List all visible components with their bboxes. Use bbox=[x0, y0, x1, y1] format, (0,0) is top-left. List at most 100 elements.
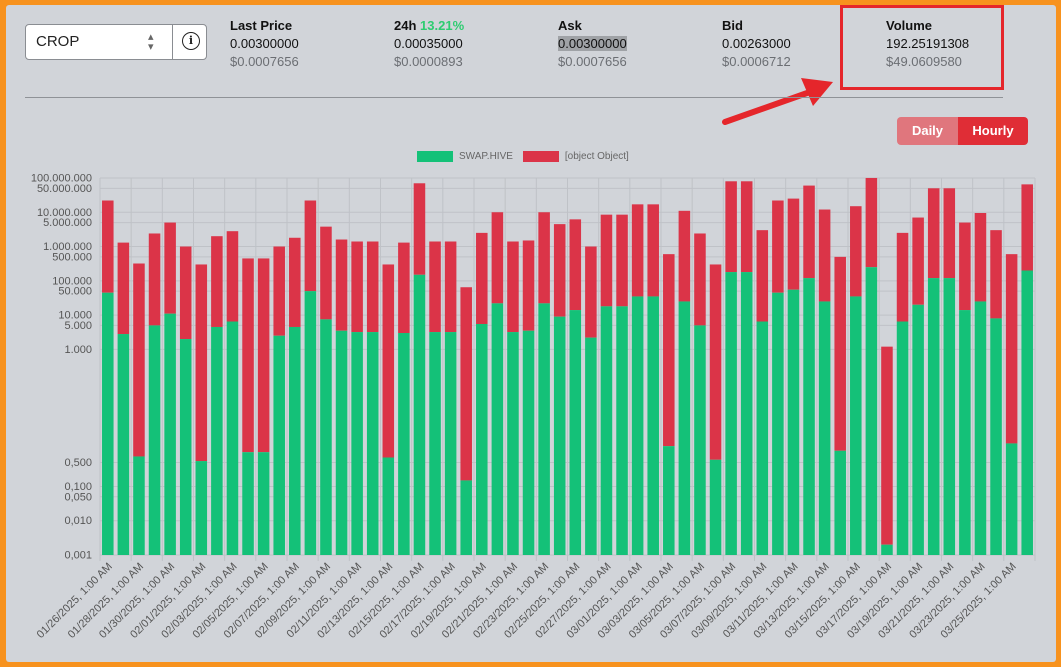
bar-object-series bbox=[413, 183, 426, 275]
y-tick-label: 5.000.000 bbox=[43, 217, 92, 229]
bar-swap-hive bbox=[413, 274, 426, 555]
legend-item-swap-hive[interactable]: SWAP.HIVE bbox=[417, 151, 513, 162]
bar-swap-hive bbox=[631, 296, 644, 555]
bar-swap-hive bbox=[850, 296, 862, 555]
ask-stat: Ask 0.00300000 $0.0007656 bbox=[558, 17, 627, 71]
last-price-stat: Last Price 0.00300000 $0.0007656 bbox=[230, 17, 299, 71]
bar-swap-hive bbox=[289, 326, 301, 555]
bar-swap-hive bbox=[398, 333, 410, 555]
bar-swap-hive bbox=[647, 296, 659, 555]
bar-object-series bbox=[1005, 254, 1018, 444]
y-tick-label: 10.000.000 bbox=[37, 207, 92, 219]
bar-object-series bbox=[943, 188, 956, 279]
bar-object-series bbox=[148, 233, 161, 326]
bar-object-series bbox=[631, 204, 644, 297]
bar-swap-hive bbox=[257, 452, 270, 555]
bar-object-series bbox=[242, 258, 254, 453]
last-price-usd: $0.0007656 bbox=[230, 54, 299, 69]
bar-object-series bbox=[834, 256, 846, 451]
y-tick-label: 500.000 bbox=[52, 251, 92, 263]
bar-swap-hive bbox=[865, 267, 878, 555]
change-24h-label: 24h bbox=[394, 18, 417, 33]
bar-swap-hive bbox=[444, 332, 457, 555]
bar-object-series bbox=[444, 241, 457, 333]
daily-button[interactable]: Daily bbox=[897, 117, 958, 145]
bar-object-series bbox=[647, 204, 659, 297]
last-price-label: Last Price bbox=[230, 18, 293, 33]
bar-object-series bbox=[974, 212, 987, 302]
bar-object-series bbox=[709, 264, 722, 460]
bar-swap-hive bbox=[351, 332, 363, 555]
bar-swap-hive bbox=[382, 457, 395, 555]
bar-swap-hive bbox=[507, 332, 519, 555]
y-tick-label: 50.000.000 bbox=[37, 183, 92, 195]
bar-object-series bbox=[756, 230, 769, 322]
bar-object-series bbox=[927, 188, 940, 279]
bar-object-series bbox=[818, 209, 831, 302]
bar-object-series bbox=[553, 224, 566, 317]
bar-object-series bbox=[117, 242, 130, 335]
hourly-button[interactable]: Hourly bbox=[958, 117, 1028, 145]
bar-swap-hive bbox=[927, 278, 940, 555]
ask-usd: $0.0007656 bbox=[558, 54, 627, 69]
bar-object-series bbox=[678, 210, 691, 302]
bar-object-series bbox=[959, 222, 971, 311]
bid-usd: $0.0006712 bbox=[722, 54, 791, 69]
bar-object-series bbox=[522, 240, 535, 331]
bar-swap-hive bbox=[273, 335, 285, 555]
info-icon: i bbox=[182, 32, 200, 50]
bar-object-series bbox=[787, 198, 800, 290]
bid-stat: Bid 0.00263000 $0.0006712 bbox=[722, 17, 791, 71]
bar-swap-hive bbox=[491, 303, 504, 555]
header-divider bbox=[25, 97, 1003, 98]
bar-swap-hive bbox=[429, 332, 441, 555]
change-24h-pct: 13.21% bbox=[420, 18, 465, 33]
legend-label-object: [object Object] bbox=[564, 151, 629, 162]
bar-swap-hive bbox=[974, 301, 987, 555]
bar-object-series bbox=[164, 222, 176, 314]
bar-object-series bbox=[491, 212, 504, 304]
bar-object-series bbox=[226, 231, 239, 322]
bar-object-series bbox=[211, 236, 223, 327]
token-select[interactable]: CROP ▴ ▾ i bbox=[25, 24, 207, 60]
bar-object-series bbox=[476, 232, 488, 324]
bar-swap-hive bbox=[148, 325, 161, 555]
volume-label: Volume bbox=[886, 18, 932, 33]
bar-object-series bbox=[881, 346, 893, 545]
bar-swap-hive bbox=[756, 321, 769, 555]
bar-object-series bbox=[803, 185, 815, 279]
last-price-value: 0.00300000 bbox=[230, 36, 299, 51]
bar-swap-hive bbox=[959, 310, 971, 555]
bar-object-series bbox=[351, 241, 363, 333]
bar-swap-hive bbox=[694, 325, 706, 555]
bar-swap-hive bbox=[990, 318, 1002, 555]
bar-swap-hive bbox=[896, 321, 909, 555]
bar-swap-hive bbox=[834, 450, 846, 555]
bar-object-series bbox=[990, 230, 1002, 319]
bar-swap-hive bbox=[304, 291, 317, 555]
bar-object-series bbox=[429, 241, 441, 333]
y-tick-label: 1.000.000 bbox=[43, 241, 92, 253]
bar-object-series bbox=[460, 287, 472, 481]
bar-swap-hive bbox=[164, 313, 176, 555]
bar-swap-hive bbox=[553, 316, 566, 555]
volume-stat: Volume 192.25191308 $49.0609580 bbox=[886, 17, 969, 71]
y-tick-label: 0,001 bbox=[64, 550, 92, 562]
bar-swap-hive bbox=[943, 278, 956, 555]
chart-legend: SWAP.HIVE [object Object] bbox=[417, 151, 639, 162]
bar-object-series bbox=[507, 241, 519, 333]
bar-swap-hive bbox=[678, 301, 691, 555]
bar-swap-hive bbox=[772, 292, 784, 555]
info-button[interactable]: i bbox=[172, 24, 208, 60]
bar-swap-hive bbox=[1005, 443, 1018, 555]
volume-usd: $49.0609580 bbox=[886, 54, 962, 69]
legend-item-object[interactable]: [object Object] bbox=[522, 151, 629, 162]
bar-swap-hive bbox=[179, 339, 192, 555]
bar-object-series bbox=[663, 254, 675, 447]
bar-swap-hive bbox=[460, 480, 472, 555]
bar-swap-hive bbox=[725, 272, 737, 555]
bar-swap-hive bbox=[117, 334, 130, 555]
bar-object-series bbox=[850, 206, 862, 297]
bar-swap-hive bbox=[133, 456, 145, 555]
bar-swap-hive bbox=[366, 332, 379, 555]
